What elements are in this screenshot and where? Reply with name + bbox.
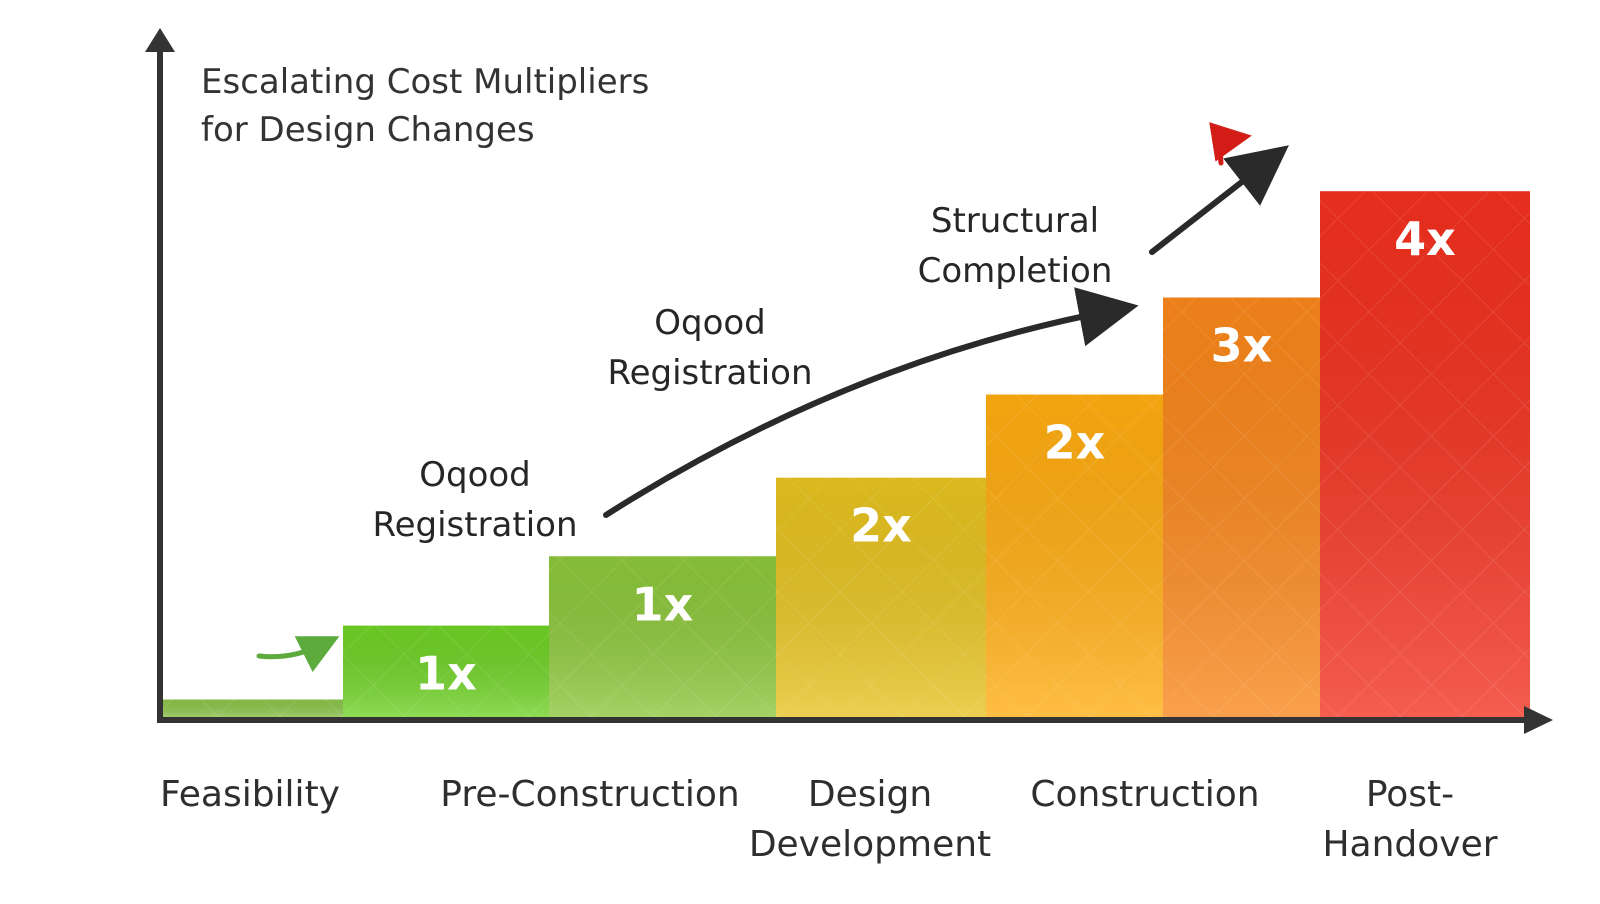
category-label-line: Design bbox=[807, 774, 933, 815]
step-value-label-2: 1x bbox=[415, 647, 477, 701]
step-bar-texture bbox=[163, 699, 343, 718]
step-value-label-5: 2x bbox=[1044, 416, 1106, 470]
category-label-line: Construction bbox=[1030, 774, 1260, 815]
category-label-line: Handover bbox=[1322, 824, 1498, 865]
category-label-pre-construction: Pre-Construction bbox=[420, 770, 760, 820]
step-bar-texture bbox=[1320, 191, 1530, 719]
annotation-line: Structural bbox=[930, 201, 1100, 241]
chart-title: Escalating Cost Multipliers for Design C… bbox=[201, 58, 649, 154]
x-axis-arrowhead bbox=[1524, 706, 1553, 734]
step-bar-texture bbox=[549, 556, 776, 718]
category-label-construction: Construction bbox=[1010, 770, 1280, 820]
annotation-oqood-registration-2: Oqood Registration bbox=[595, 298, 825, 398]
annotation-line: Registration bbox=[372, 505, 578, 545]
category-label-design-development: Design Development bbox=[735, 770, 1005, 870]
annotation-line: Completion bbox=[917, 251, 1113, 291]
annotation-oqood-registration-1: Oqood Registration bbox=[360, 450, 590, 550]
chart-title-line-2: for Design Changes bbox=[201, 110, 535, 150]
step-value-label-7: 4x bbox=[1394, 212, 1456, 266]
straight-trend-arrow bbox=[1149, 145, 1289, 255]
step-value-label-4: 2x bbox=[850, 499, 912, 553]
category-label-line: Post- bbox=[1365, 774, 1455, 815]
step-bar-texture bbox=[776, 477, 986, 718]
y-axis-arrowhead bbox=[145, 28, 175, 52]
step-value-label-6: 3x bbox=[1211, 318, 1273, 372]
category-label-line: Feasibility bbox=[160, 774, 340, 815]
green-arrow bbox=[256, 636, 340, 673]
annotation-structural-completion: Structural Completion bbox=[905, 196, 1125, 296]
annotation-line: Registration bbox=[607, 353, 813, 393]
step-bar-texture bbox=[986, 394, 1163, 718]
category-label-feasibility: Feasibility bbox=[150, 770, 350, 820]
step-value-label-3: 1x bbox=[632, 577, 694, 631]
step-bar-texture bbox=[343, 625, 549, 718]
category-label-line: Development bbox=[748, 824, 992, 865]
chart-title-line-1: Escalating Cost Multipliers bbox=[201, 62, 650, 102]
category-label-line: Pre-Construction bbox=[440, 774, 740, 815]
step-bar-texture bbox=[1163, 297, 1320, 718]
annotation-line: Oqood bbox=[419, 455, 531, 495]
curved-trend-arrow bbox=[603, 287, 1139, 518]
annotation-line: Oqood bbox=[654, 303, 766, 343]
category-label-post-handover: Post- Handover bbox=[1310, 770, 1510, 870]
red-arrow bbox=[1209, 122, 1252, 166]
